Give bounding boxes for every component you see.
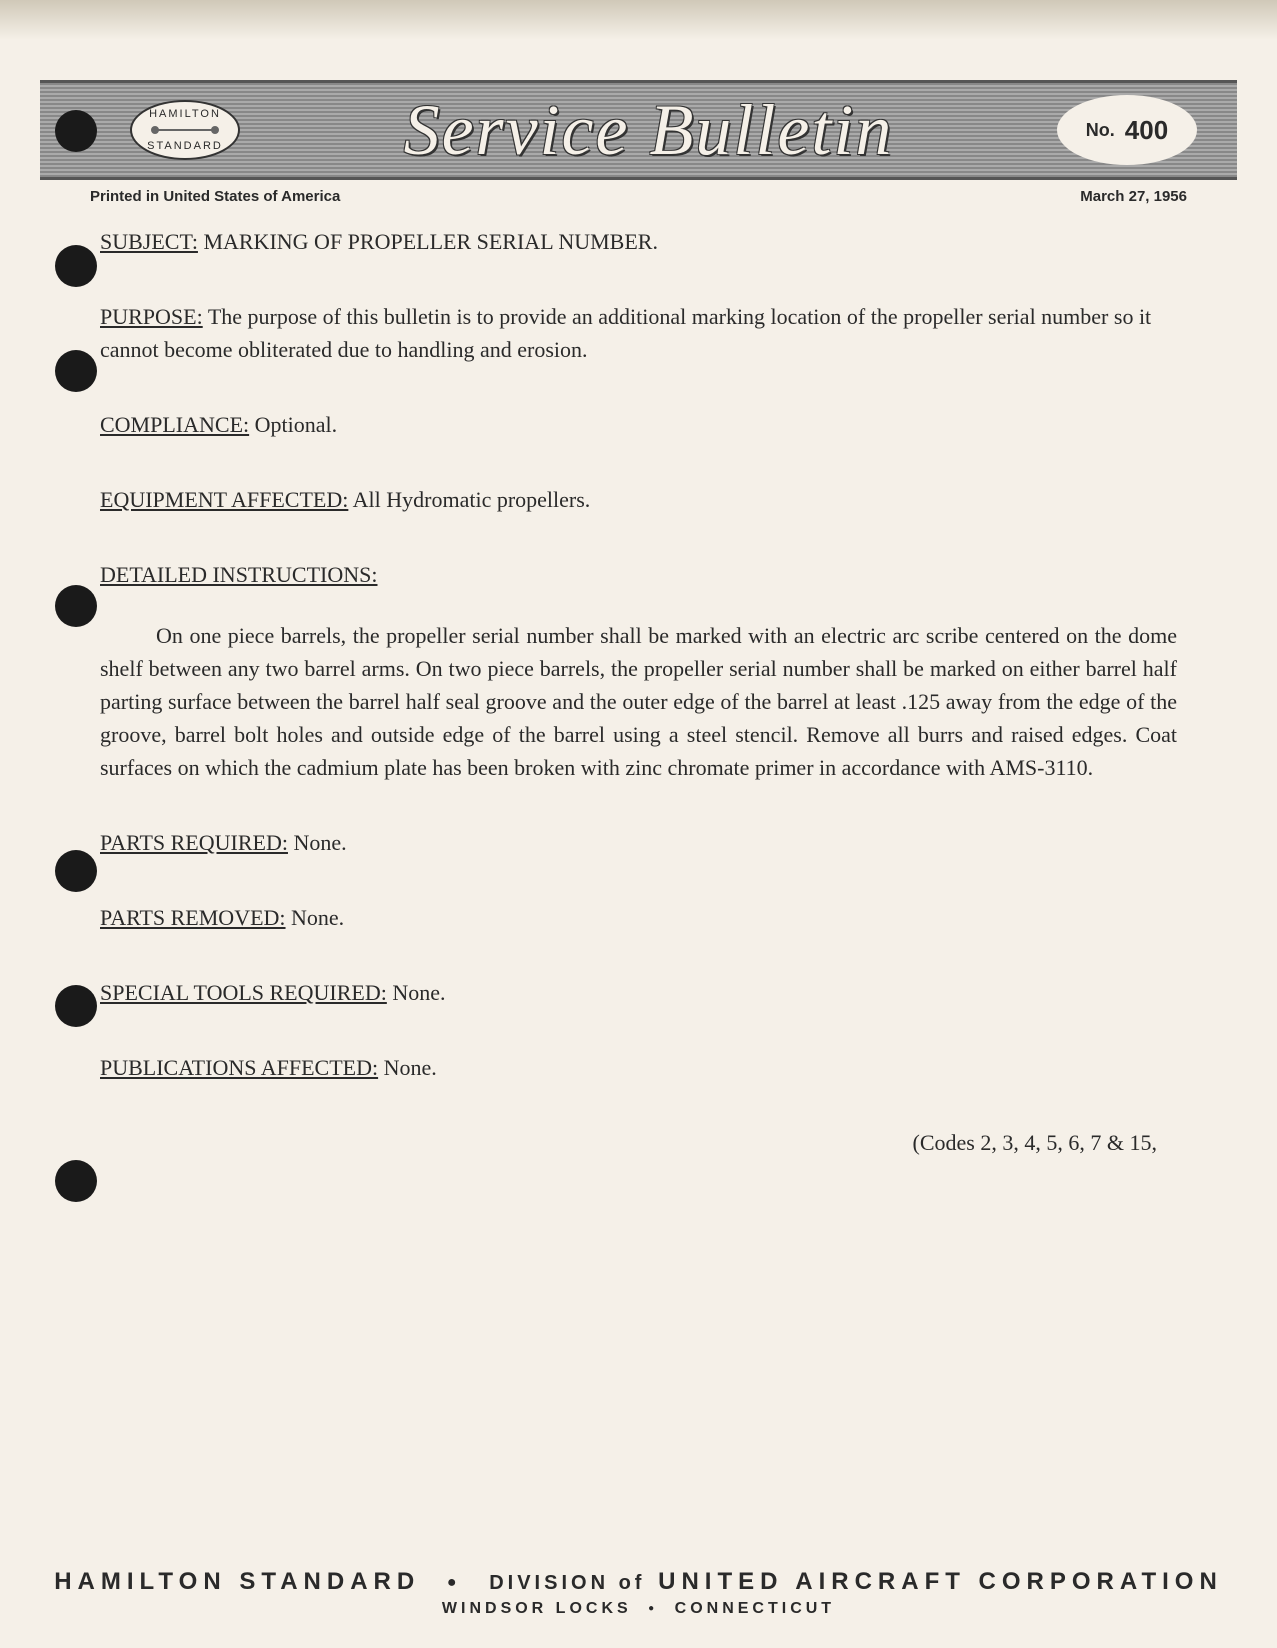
punch-hole-icon xyxy=(55,245,97,287)
logo-text-bottom: STANDARD xyxy=(147,140,223,152)
compliance-text: Optional. xyxy=(255,412,338,437)
equipment-label: EQUIPMENT AFFECTED: xyxy=(100,487,348,512)
tools-label: SPECIAL TOOLS REQUIRED: xyxy=(100,980,387,1005)
meta-row: Printed in United States of America Marc… xyxy=(90,188,1187,205)
bulletin-no-label: No. xyxy=(1086,120,1115,141)
punch-hole-icon xyxy=(55,585,97,627)
instructions-label: DETAILED INSTRUCTIONS: xyxy=(100,562,378,587)
purpose-text: The purpose of this bulletin is to provi… xyxy=(100,304,1151,362)
compliance-label: COMPLIANCE: xyxy=(100,412,249,437)
footer-state: CONNECTICUT xyxy=(675,1600,835,1617)
parts-required-label: PARTS REQUIRED: xyxy=(100,830,288,855)
bulletin-date: March 27, 1956 xyxy=(1080,188,1187,205)
publications-section: PUBLICATIONS AFFECTED: None. xyxy=(100,1051,1177,1084)
footer-division-of: DIVISION of xyxy=(489,1572,645,1594)
punch-hole-icon xyxy=(55,110,97,152)
logo-text-top: HAMILTON xyxy=(149,108,221,120)
purpose-label: PURPOSE: xyxy=(100,304,203,329)
parts-required-section: PARTS REQUIRED: None. xyxy=(100,826,1177,859)
tools-text: None. xyxy=(392,980,445,1005)
subject-section: SUBJECT: MARKING OF PROPELLER SERIAL NUM… xyxy=(100,225,1177,258)
footer-location-line: WINDSOR LOCKS ● CONNECTICUT xyxy=(0,1600,1277,1618)
footer-company-line: HAMILTON STANDARD ● DIVISION of UNITED A… xyxy=(0,1568,1277,1596)
equipment-text: All Hydromatic propellers. xyxy=(353,487,591,512)
tools-section: SPECIAL TOOLS REQUIRED: None. xyxy=(100,976,1177,1009)
footer: HAMILTON STANDARD ● DIVISION of UNITED A… xyxy=(0,1568,1277,1618)
service-bulletin-banner: HAMILTON STANDARD Service Bulletin No. 4… xyxy=(40,80,1237,180)
punch-hole-icon xyxy=(55,985,97,1027)
parts-removed-label: PARTS REMOVED: xyxy=(100,905,286,930)
punch-hole-icon xyxy=(55,1160,97,1202)
footer-city: WINDSOR LOCKS xyxy=(442,1600,632,1617)
publications-label: PUBLICATIONS AFFECTED: xyxy=(100,1055,378,1080)
bullet-icon: ● xyxy=(648,1603,658,1614)
printed-in-text: Printed in United States of America xyxy=(90,188,340,205)
footer-company: HAMILTON STANDARD xyxy=(54,1568,420,1595)
bulletin-no-value: 400 xyxy=(1125,115,1168,146)
subject-text: MARKING OF PROPELLER SERIAL NUMBER. xyxy=(203,229,658,254)
bulletin-body: SUBJECT: MARKING OF PROPELLER SERIAL NUM… xyxy=(100,225,1177,1159)
codes-text: (Codes 2, 3, 4, 5, 6, 7 & 15, xyxy=(100,1126,1157,1159)
instructions-section: DETAILED INSTRUCTIONS: On one piece barr… xyxy=(100,558,1177,784)
subject-label: SUBJECT: xyxy=(100,229,198,254)
parts-removed-section: PARTS REMOVED: None. xyxy=(100,901,1177,934)
equipment-section: EQUIPMENT AFFECTED: All Hydromatic prope… xyxy=(100,483,1177,516)
punch-hole-icon xyxy=(55,850,97,892)
parts-removed-text: None. xyxy=(291,905,344,930)
logo-propeller-icon xyxy=(155,129,215,131)
bullet-icon: ● xyxy=(447,1574,463,1591)
compliance-section: COMPLIANCE: Optional. xyxy=(100,408,1177,441)
parts-required-text: None. xyxy=(293,830,346,855)
hamilton-standard-logo: HAMILTON STANDARD xyxy=(130,100,240,160)
bulletin-number-badge: No. 400 xyxy=(1057,95,1197,165)
publications-text: None. xyxy=(384,1055,437,1080)
punch-hole-icon xyxy=(55,350,97,392)
instructions-body: On one piece barrels, the propeller seri… xyxy=(100,619,1177,784)
purpose-section: PURPOSE: The purpose of this bulletin is… xyxy=(100,300,1177,366)
banner-title: Service Bulletin xyxy=(240,89,1057,172)
footer-parent: UNITED AIRCRAFT CORPORATION xyxy=(658,1568,1223,1595)
document-page: HAMILTON STANDARD Service Bulletin No. 4… xyxy=(0,0,1277,1648)
